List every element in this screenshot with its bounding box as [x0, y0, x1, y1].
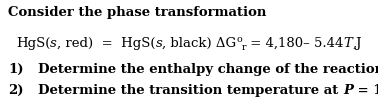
Text: o: o [236, 35, 242, 43]
Text: ,J: ,J [353, 37, 362, 50]
Text: = 4,180– 5.44: = 4,180– 5.44 [246, 37, 344, 50]
Text: T: T [344, 37, 353, 50]
Text: P: P [343, 84, 353, 97]
Text: Consider the phase transformation: Consider the phase transformation [8, 6, 266, 19]
Text: s: s [50, 37, 57, 50]
Text: 1): 1) [8, 63, 23, 76]
Text: s: s [155, 37, 162, 50]
Text: r: r [242, 43, 246, 52]
Text: , black) ΔG: , black) ΔG [162, 37, 236, 50]
Text: , red)  =  HgS(: , red) = HgS( [57, 37, 155, 50]
Text: Determine the enthalpy change of the reaction.: Determine the enthalpy change of the rea… [38, 63, 378, 76]
Text: = 1 atm.: = 1 atm. [353, 84, 378, 97]
Text: HgS(: HgS( [16, 37, 50, 50]
Text: Determine the transition temperature at: Determine the transition temperature at [38, 84, 343, 97]
Text: 2): 2) [8, 84, 23, 97]
